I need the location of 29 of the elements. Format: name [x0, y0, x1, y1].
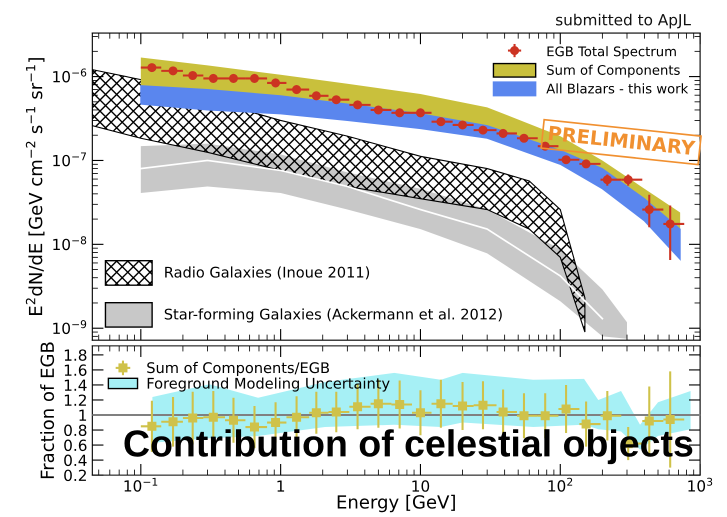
legend-label: Radio Galaxies (Inoue 2011) — [165, 266, 370, 280]
y-tick-label: 1.4 — [64, 380, 87, 391]
y-tick-label: 1.8 — [64, 349, 86, 361]
x-tick-label: 1 — [277, 480, 284, 492]
y-axis-title: Fraction of EGB — [40, 342, 54, 478]
y-tick-label: 1.6 — [64, 364, 87, 376]
legend-label: Star-forming Galaxies (Ackermann et al. 2012) — [164, 308, 502, 322]
y-tick-label: 10$^{−9}$ — [53, 320, 86, 334]
y-tick-label: 0.6 — [64, 440, 87, 452]
y-tick-label: 0.2 — [64, 470, 86, 482]
x-tick-label: 10$^{−1}$ — [124, 478, 158, 492]
y-tick-label: 0.8 — [64, 424, 86, 436]
annotation: PRELIMINARY — [548, 126, 696, 156]
text: submitted to ApJL — [556, 14, 691, 28]
legend-label: Sum of Components — [547, 64, 680, 78]
x-tick-label: 10 — [412, 480, 430, 492]
y-tick-label: 1.2 — [64, 394, 86, 406]
text: E$^{2}$dN/dE [GeV cm$^{−2}$ s$^{−1}$ sr$^{−1}$] — [26, 58, 44, 315]
y-tick-label: 10$^{−7}$ — [53, 152, 86, 166]
x-tick-label: 10$^{2}$ — [548, 478, 572, 492]
y-tick-label: 10$^{−6}$ — [53, 68, 86, 82]
x-axis-title: Energy [GeV] — [338, 494, 455, 512]
x-tick-label: 10$^{3}$ — [688, 478, 712, 492]
legend-label: Sum of Components/EGB — [147, 362, 329, 376]
legend-label: All Blazars - this work — [546, 83, 688, 94]
y-tick-label: 1 — [79, 410, 86, 421]
y-tick-label: 0.4 — [64, 454, 87, 466]
y-tick-label: 10$^{−8}$ — [53, 236, 86, 250]
legend-label: EGB Total Spectrum — [548, 46, 676, 59]
